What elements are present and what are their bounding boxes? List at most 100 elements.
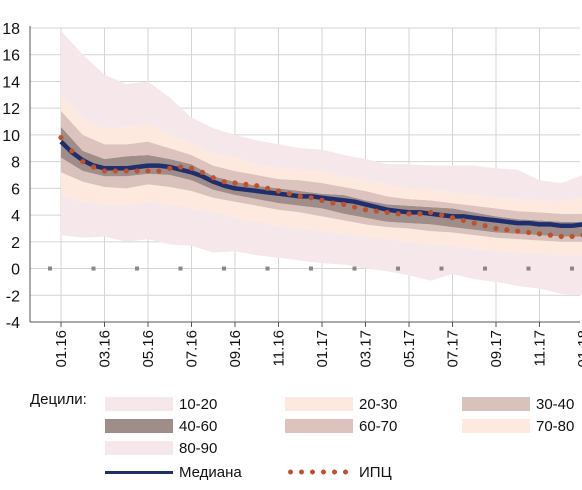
zero-line-marker bbox=[265, 266, 270, 271]
zero-line-marker bbox=[309, 266, 313, 271]
zero-line-marker bbox=[439, 266, 444, 271]
y-tick-label: 8 bbox=[11, 155, 20, 172]
cpi-point bbox=[308, 195, 314, 201]
zero-line-marker bbox=[178, 266, 183, 271]
x-tick-label: 09.16 bbox=[227, 330, 244, 368]
cpi-point bbox=[221, 179, 227, 185]
y-tick-label: 2 bbox=[11, 235, 20, 252]
y-tick-label: -2 bbox=[6, 288, 20, 305]
legend-label: 20-30 bbox=[359, 395, 398, 413]
cpi-point bbox=[547, 232, 553, 238]
legend-title: Децили: bbox=[30, 391, 87, 408]
cpi-point bbox=[384, 209, 390, 216]
zero-line-marker bbox=[483, 266, 487, 271]
cpi-point bbox=[265, 185, 271, 191]
cpi-point bbox=[134, 168, 140, 174]
cpi-point bbox=[91, 164, 97, 170]
cpi-point bbox=[210, 175, 216, 181]
x-tick-label: 05.17 bbox=[401, 330, 418, 368]
zero-line-marker bbox=[48, 266, 52, 271]
cpi-point bbox=[69, 148, 75, 154]
legend-label: 80-90 bbox=[179, 439, 218, 457]
legend-swatch bbox=[105, 470, 173, 474]
cpi-point bbox=[417, 211, 423, 217]
zero-line-marker bbox=[91, 266, 96, 271]
cpi-point bbox=[297, 193, 303, 199]
cpi-point bbox=[58, 134, 64, 141]
legend-label: 40-60 bbox=[179, 417, 218, 435]
x-tick-label: 11.17 bbox=[532, 330, 549, 366]
y-tick-label: 18 bbox=[2, 21, 20, 38]
cpi-point bbox=[493, 225, 499, 232]
x-tick-label: 09.17 bbox=[488, 330, 505, 368]
x-tick-label: 11.16 bbox=[271, 330, 288, 366]
cpi-point bbox=[526, 229, 532, 236]
cpi-point bbox=[145, 168, 151, 174]
cpi-point bbox=[362, 207, 369, 213]
cpi-point bbox=[156, 168, 162, 174]
zero-line-marker bbox=[352, 266, 357, 271]
legend-label: ИПЦ bbox=[359, 463, 392, 481]
legend-label: 10-20 bbox=[179, 395, 218, 413]
y-tick-label: 12 bbox=[2, 101, 20, 118]
cpi-point bbox=[536, 231, 543, 237]
zero-line-marker bbox=[222, 266, 226, 271]
y-tick-label: 10 bbox=[2, 128, 20, 145]
legend-item: 70-80 bbox=[462, 415, 574, 437]
band-40-60 bbox=[61, 126, 582, 237]
cpi-point bbox=[286, 191, 292, 197]
x-tick-label: 07.16 bbox=[184, 330, 201, 368]
legend-item: ИПЦ bbox=[285, 461, 392, 483]
band-10-20 bbox=[61, 195, 582, 296]
cpi-point bbox=[558, 233, 564, 240]
cpi-point bbox=[428, 209, 434, 216]
cpi-point bbox=[167, 165, 173, 171]
legend-item: 60-70 bbox=[285, 415, 397, 437]
zero-line-marker bbox=[526, 266, 531, 271]
chart-svg: 18 16 14 12 10 8 6 4 2 0 -2 -4 01.16 03.16 05.16 07.16 0… bbox=[2, 21, 582, 368]
cpi-point bbox=[178, 164, 184, 170]
legend-label: 60-70 bbox=[359, 417, 398, 435]
y-tick-label: 6 bbox=[11, 181, 20, 198]
x-tick-label: 01.16 bbox=[53, 330, 70, 368]
legend-label: Медиана bbox=[179, 463, 242, 481]
cpi-point bbox=[504, 227, 510, 233]
legend-swatch bbox=[285, 397, 353, 411]
cpi-point bbox=[101, 168, 108, 174]
cpi-point bbox=[406, 211, 412, 217]
legend-item: 80-90 bbox=[105, 437, 217, 459]
cpi-point bbox=[199, 169, 205, 175]
zero-line-marker bbox=[570, 266, 574, 271]
band-20-30 bbox=[61, 172, 582, 256]
median-line bbox=[59, 139, 582, 229]
legend-item: Медиана bbox=[105, 461, 242, 483]
legend-swatch bbox=[105, 397, 173, 411]
band-70-80 bbox=[61, 94, 582, 214]
cpi-point bbox=[471, 220, 477, 226]
cpi-point bbox=[243, 181, 249, 187]
x-tick-label: 03.17 bbox=[358, 330, 375, 368]
cpi-point bbox=[395, 211, 401, 217]
zero-line-marker bbox=[396, 266, 400, 271]
legend-label: 30-40 bbox=[536, 395, 575, 413]
cpi-point bbox=[482, 223, 488, 229]
cpi-point bbox=[449, 215, 456, 221]
legend-swatch bbox=[105, 419, 173, 433]
cpi-point bbox=[373, 208, 379, 214]
legend-item: 10-20 bbox=[105, 393, 217, 415]
legend-swatch bbox=[285, 469, 353, 475]
y-tick-label: 4 bbox=[11, 208, 20, 225]
legend-label: 70-80 bbox=[536, 417, 575, 435]
cpi-point bbox=[352, 204, 358, 210]
legend-swatch bbox=[285, 419, 353, 433]
x-tick-label: 01.18 bbox=[575, 330, 582, 368]
cpi-point bbox=[460, 217, 466, 224]
y-tick-label: 0 bbox=[11, 262, 20, 279]
cpi-point bbox=[188, 165, 195, 171]
y-tick-label: 14 bbox=[2, 74, 20, 91]
cpi-point bbox=[569, 233, 575, 240]
legend-item: 30-40 bbox=[462, 393, 574, 415]
cpi-point bbox=[123, 168, 129, 174]
cpi-point bbox=[319, 197, 325, 203]
